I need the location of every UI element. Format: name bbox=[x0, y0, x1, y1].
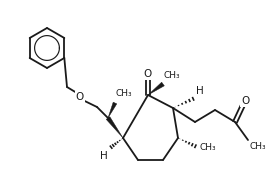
Polygon shape bbox=[106, 117, 123, 138]
Polygon shape bbox=[148, 82, 164, 95]
Text: H: H bbox=[100, 151, 108, 161]
Text: O: O bbox=[76, 92, 84, 102]
Text: O: O bbox=[241, 96, 249, 106]
Text: O: O bbox=[144, 69, 152, 79]
Text: CH₃: CH₃ bbox=[116, 89, 133, 98]
Polygon shape bbox=[108, 102, 117, 118]
Text: CH₃: CH₃ bbox=[164, 71, 181, 80]
Text: CH₃: CH₃ bbox=[199, 143, 216, 152]
Text: CH₃: CH₃ bbox=[250, 142, 267, 151]
Text: H: H bbox=[196, 86, 204, 96]
